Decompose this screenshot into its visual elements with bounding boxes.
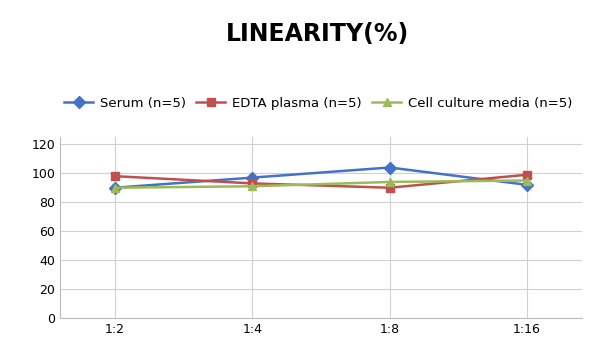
Line: Serum (n=5): Serum (n=5): [111, 163, 531, 192]
Serum (n=5): [112, 186, 119, 190]
Cell culture media (n=5): [112, 186, 119, 190]
Line: EDTA plasma (n=5): EDTA plasma (n=5): [111, 170, 531, 192]
Text: LINEARITY(%): LINEARITY(%): [226, 22, 410, 45]
Serum (n=5): [386, 165, 393, 170]
EDTA plasma (n=5): [523, 173, 530, 177]
Cell culture media (n=5): [523, 178, 530, 183]
Legend: Serum (n=5), EDTA plasma (n=5), Cell culture media (n=5): Serum (n=5), EDTA plasma (n=5), Cell cul…: [64, 97, 572, 110]
Serum (n=5): [523, 183, 530, 187]
Line: Cell culture media (n=5): Cell culture media (n=5): [111, 176, 531, 192]
Cell culture media (n=5): [249, 184, 256, 188]
Serum (n=5): [249, 175, 256, 180]
EDTA plasma (n=5): [249, 181, 256, 186]
EDTA plasma (n=5): [386, 186, 393, 190]
EDTA plasma (n=5): [112, 174, 119, 178]
Cell culture media (n=5): [386, 180, 393, 184]
